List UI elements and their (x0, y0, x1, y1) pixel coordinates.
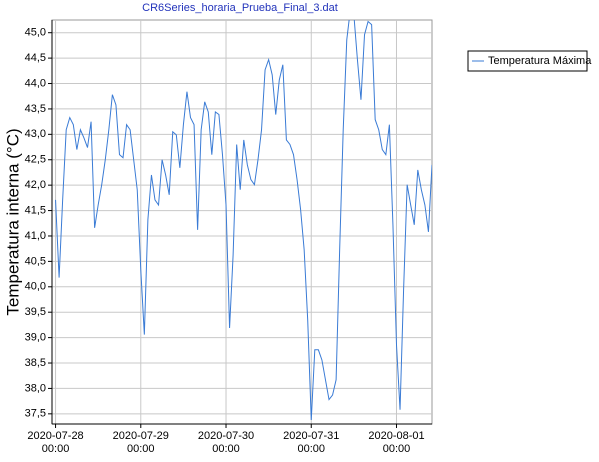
plot-area (51, 19, 433, 425)
legend-box (467, 50, 588, 72)
y-tick-label: 45,0 (25, 27, 46, 39)
y-tick-label: 39,0 (25, 332, 46, 344)
y-tick-label: 43,5 (25, 103, 46, 115)
x-tick-label: 2020-07-29 00:00 (112, 430, 169, 455)
y-tick-label: 44,5 (25, 52, 46, 64)
y-tick-label: 41,0 (25, 230, 46, 242)
series-group (55, 20, 432, 420)
y-tick-label: 43,0 (25, 128, 46, 140)
legend-label: Temperatura Máxima (488, 55, 592, 67)
data-line (55, 20, 432, 420)
y-tick-label: 37,5 (25, 408, 46, 420)
y-tick-label: 38,5 (25, 357, 46, 369)
x-tick-label: 2020-07-28 00:00 (27, 430, 84, 455)
y-tick-label: 40,5 (25, 255, 46, 267)
x-tick-label: 2020-07-30 00:00 (197, 430, 255, 455)
y-tick-label: 44,0 (25, 77, 46, 89)
x-tick-label: 2020-08-01 00:00 (368, 430, 425, 455)
y-tick-label: 40,0 (25, 281, 46, 293)
chart-title: CR6Series_horaria_Prueba_Final_3.dat (142, 2, 338, 14)
y-axis-label: Temperatura interna (°C) (3, 128, 22, 315)
x-tick-label: 2020-07-31 00:00 (283, 430, 340, 455)
y-tick-label: 42,0 (25, 179, 46, 191)
y-tick-label: 41,5 (25, 204, 46, 216)
y-tick-label: 39,5 (25, 306, 46, 318)
y-tick-label: 38,0 (25, 382, 46, 394)
y-tick-label: 42,5 (25, 154, 46, 166)
